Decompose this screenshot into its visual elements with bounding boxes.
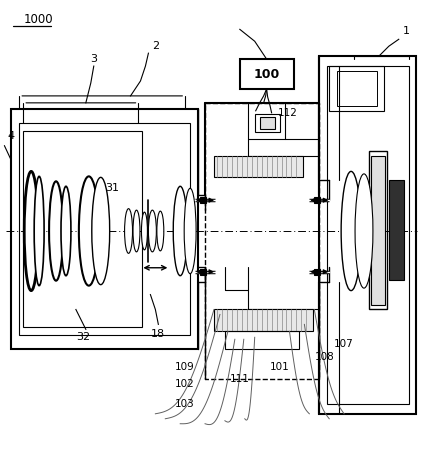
Ellipse shape (61, 186, 71, 276)
Ellipse shape (92, 177, 110, 285)
Ellipse shape (184, 188, 196, 274)
Bar (214, 310, 313, 331)
Text: 1000: 1000 (23, 13, 53, 26)
Ellipse shape (355, 174, 373, 288)
FancyArrowPatch shape (197, 270, 213, 274)
Ellipse shape (124, 209, 133, 253)
Text: 102: 102 (175, 379, 195, 389)
FancyArrowPatch shape (311, 270, 327, 274)
Bar (11, 109, 198, 349)
Bar (200, 197, 206, 203)
Ellipse shape (141, 212, 147, 250)
Text: 3: 3 (90, 54, 97, 64)
Ellipse shape (34, 176, 44, 286)
Bar (214, 156, 303, 177)
Bar (327, 66, 408, 404)
Text: 4: 4 (8, 131, 15, 140)
Ellipse shape (79, 176, 99, 286)
Text: 100: 100 (254, 67, 280, 80)
Bar (200, 269, 206, 275)
Bar (389, 180, 404, 280)
Text: 107: 107 (334, 339, 354, 349)
Bar (205, 103, 319, 379)
Text: 101: 101 (270, 362, 289, 372)
Text: 112: 112 (278, 108, 298, 118)
Text: 108: 108 (314, 352, 334, 362)
Bar (337, 71, 377, 106)
FancyArrowPatch shape (311, 198, 327, 202)
Text: 2: 2 (152, 41, 159, 51)
Bar (19, 123, 190, 335)
Bar (260, 117, 275, 129)
Bar (319, 56, 416, 414)
Bar (225, 331, 300, 349)
Ellipse shape (173, 186, 187, 276)
Bar (255, 114, 279, 132)
FancyArrowPatch shape (197, 198, 213, 202)
Bar (369, 151, 387, 310)
Ellipse shape (157, 211, 164, 251)
Ellipse shape (24, 171, 38, 291)
Bar (314, 269, 320, 275)
Text: 1: 1 (403, 26, 410, 36)
Ellipse shape (341, 171, 361, 291)
Text: 111: 111 (230, 374, 250, 384)
Text: 18: 18 (151, 329, 165, 339)
Ellipse shape (49, 181, 63, 281)
Bar (240, 59, 295, 89)
Bar (329, 66, 384, 111)
Ellipse shape (133, 210, 140, 252)
Bar (314, 197, 320, 203)
Ellipse shape (149, 210, 157, 252)
Text: 31: 31 (106, 183, 120, 193)
Text: 103: 103 (175, 399, 195, 409)
Text: 109: 109 (175, 362, 195, 372)
Bar (371, 156, 385, 304)
Text: 32: 32 (76, 332, 90, 342)
Bar (23, 131, 143, 328)
